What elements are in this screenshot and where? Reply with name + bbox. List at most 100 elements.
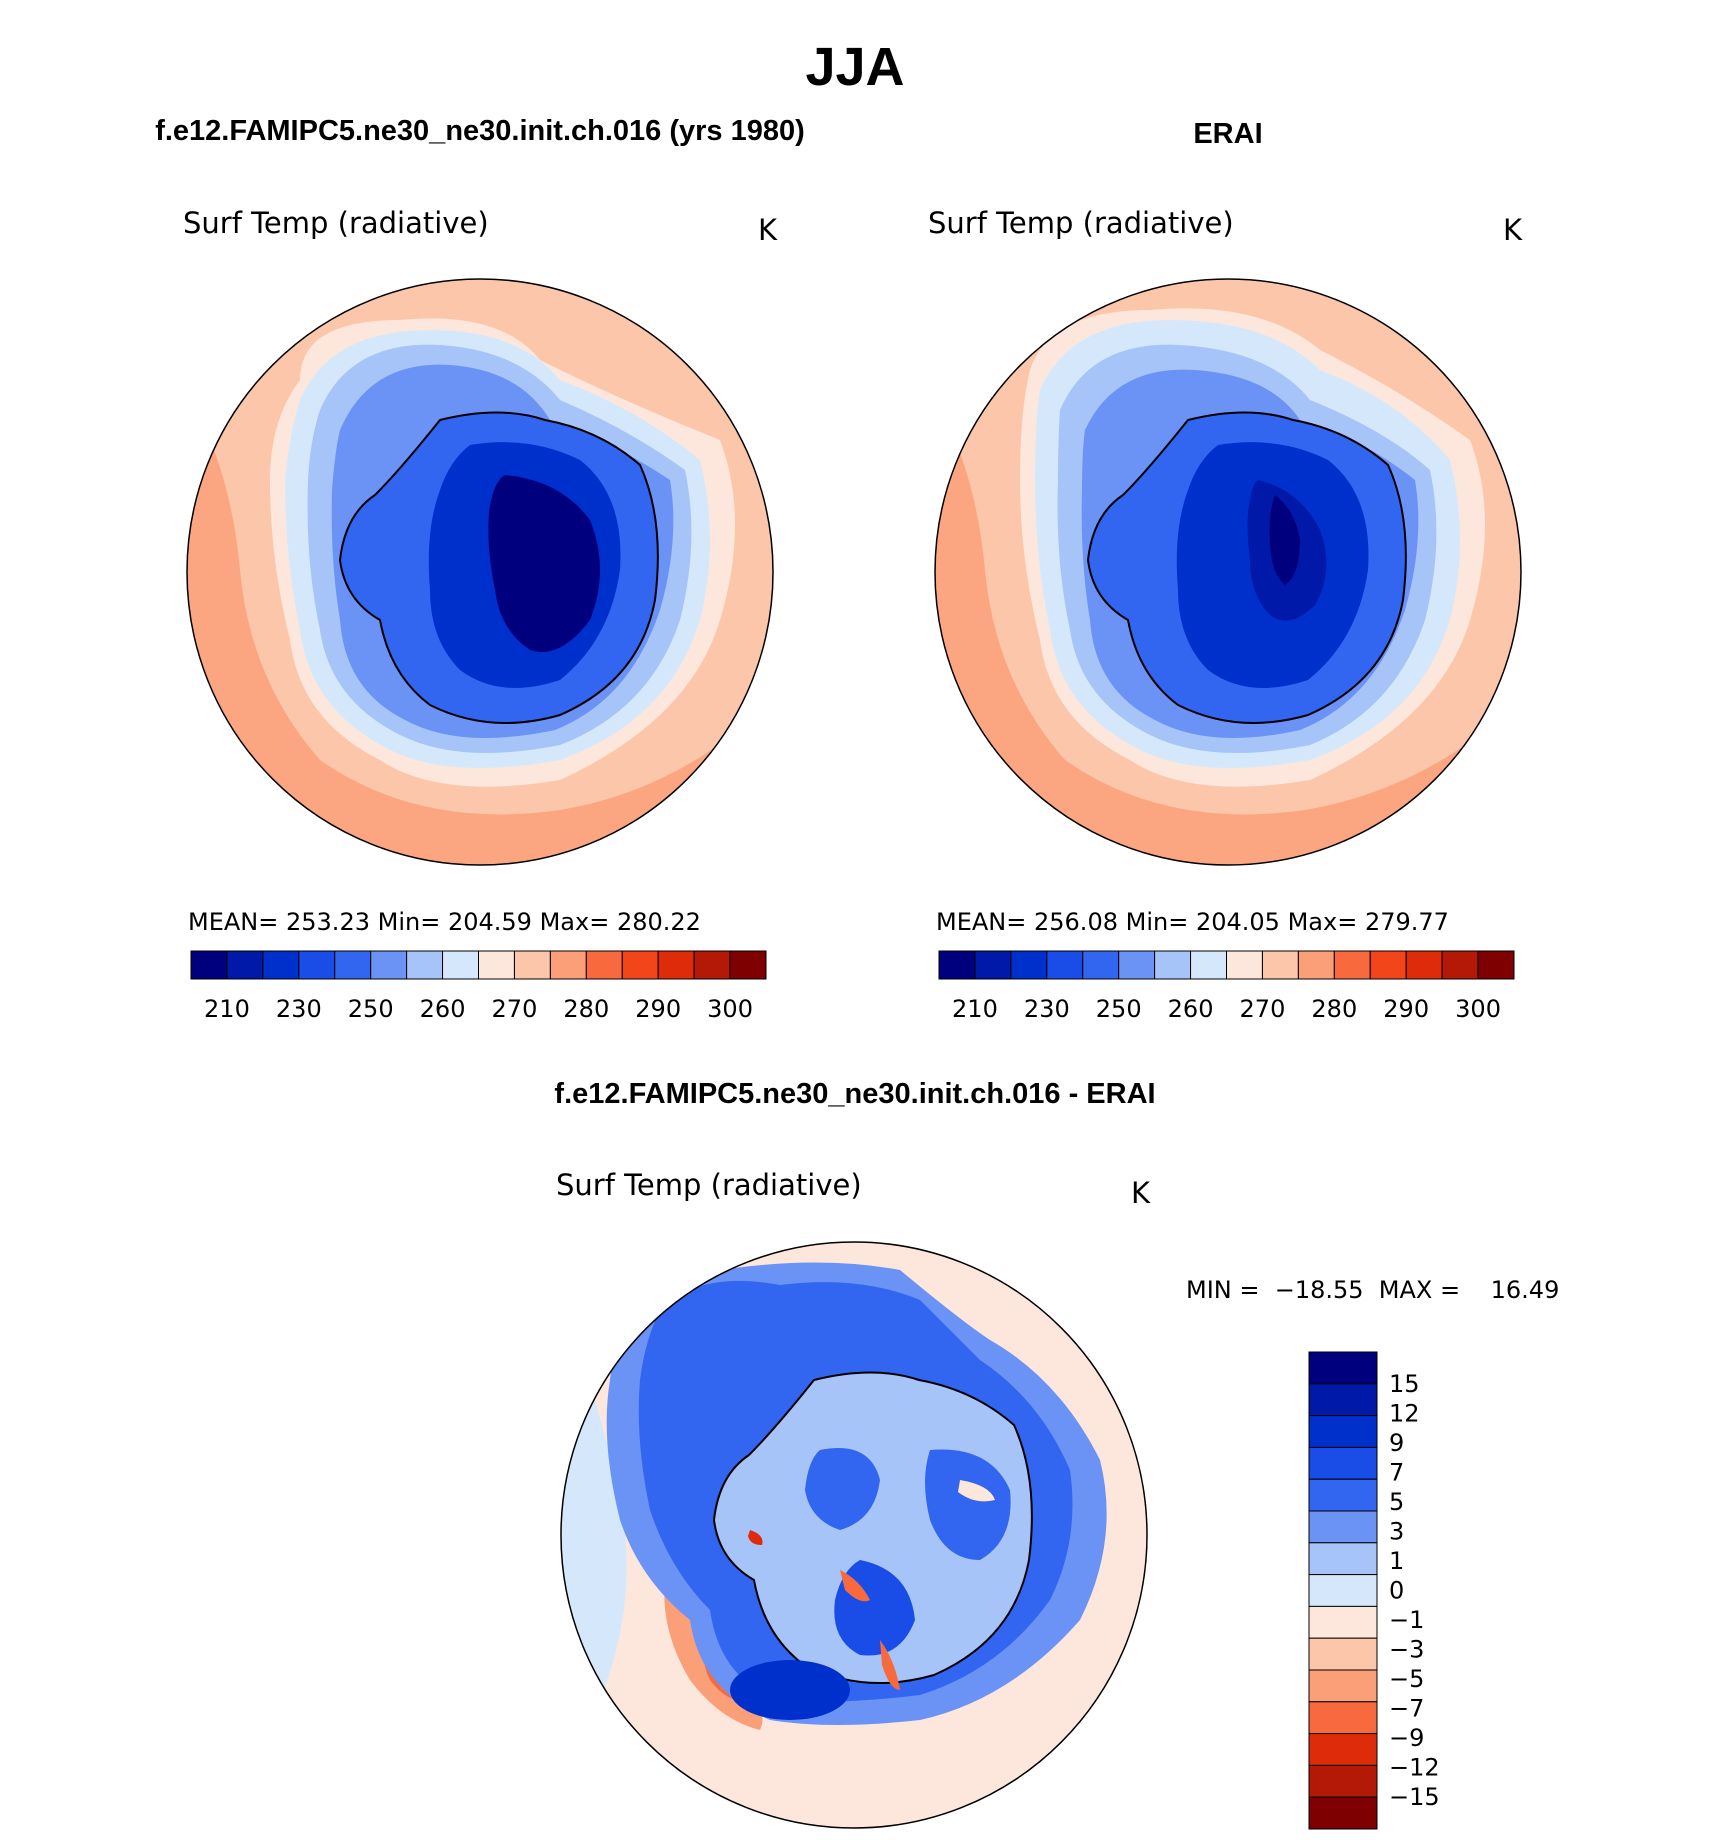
model-colorbar-tick-label: 260 (420, 995, 466, 1023)
obs-colorbar-swatch (1082, 950, 1120, 980)
model-colorbar-swatch (478, 950, 515, 980)
model-colorbar-swatch (513, 950, 551, 980)
diff-colorbar-tick-label: −5 (1389, 1665, 1424, 1693)
diff-colorbar-tick-label: −7 (1389, 1695, 1424, 1723)
model-map-frame (186, 278, 774, 866)
model-colorbar-tick-label: 300 (707, 995, 753, 1023)
model-colorbar-swatch (729, 950, 767, 980)
obs-colorbar-swatch (938, 950, 976, 980)
model-colorbar-swatch (262, 950, 300, 980)
model-colorbar-tick-label: 230 (276, 995, 322, 1023)
obs-colorbar-swatch (1441, 950, 1479, 980)
diff-colorbar-swatch (1308, 1415, 1378, 1448)
diff-colorbar-swatch (1308, 1796, 1378, 1830)
model-colorbar: 210 230 250 260 270 280 290 300 (190, 950, 767, 1023)
diff-colorbar-tick-label: 12 (1389, 1399, 1420, 1427)
model-colorbar-swatch (370, 950, 408, 980)
diff-interior-cold-2 (925, 1449, 1011, 1560)
diff-colorbar-tick-label: 7 (1389, 1458, 1404, 1486)
diff-colorbar-tick-label: 9 (1389, 1429, 1404, 1457)
diff-sw-cold-blob (730, 1660, 850, 1720)
diff-colorbar-swatch (1308, 1446, 1378, 1480)
diff-colorbar-tick-label: 0 (1389, 1577, 1404, 1605)
obs-colorbar-tick-label: 300 (1455, 995, 1501, 1023)
obs-stats: MEAN= 256.08 Min= 204.05 Max= 279.77 (936, 908, 1449, 936)
diff-colorbar-swatch (1308, 1605, 1378, 1639)
model-colorbar-tick-label: 210 (204, 995, 250, 1023)
diff-colorbar-swatch (1308, 1574, 1378, 1607)
model-units-label: K (758, 213, 778, 247)
obs-colorbar-swatch (1190, 950, 1227, 980)
obs-units-label: K (1503, 213, 1523, 247)
diff-colorbar-tick-label: 5 (1389, 1488, 1404, 1516)
obs-map-frame (934, 278, 1522, 866)
model-colorbar-swatch (549, 950, 587, 980)
model-colorbar-swatch (693, 950, 731, 980)
obs-colorbar-swatch (1297, 950, 1335, 980)
diff-units-label: K (1131, 1176, 1151, 1210)
diff-warm-streak-2 (880, 1640, 900, 1690)
diff-colorbar-swatch (1308, 1764, 1378, 1798)
diff-colorbar-swatch (1308, 1383, 1378, 1417)
obs-colorbar-swatch (974, 950, 1012, 980)
diff-neutral-streak-1 (958, 1480, 995, 1502)
diff-colorbar-swatch (1308, 1637, 1378, 1671)
model-colorbar-swatch (657, 950, 695, 980)
obs-colorbar-swatch (1010, 950, 1048, 980)
diff-colorbar-tick-label: 15 (1389, 1370, 1420, 1398)
model-colorbar-swatch (621, 950, 659, 980)
diff-interior-cold-1 (805, 1448, 880, 1530)
model-variable-label: Surf Temp (radiative) (183, 206, 489, 240)
diff-warm-streak-1 (840, 1570, 870, 1602)
obs-colorbar-tick-label: 250 (1096, 995, 1142, 1023)
obs-colorbar-swatch (1226, 950, 1263, 980)
model-colorbar-tick-label: 290 (635, 995, 681, 1023)
diff-colorbar-swatch (1308, 1733, 1378, 1766)
obs-colorbar-tick-label: 280 (1311, 995, 1357, 1023)
model-antarctica-core (488, 475, 600, 652)
diff-colorbar-tick-label: −15 (1389, 1783, 1440, 1811)
model-map: Surf Temp (radiative) K (183, 206, 778, 866)
model-colorbar-tick-label: 270 (492, 995, 538, 1023)
obs-colorbar-swatch (1118, 950, 1156, 980)
diff-map-frame (560, 1241, 1148, 1829)
diff-warm-streak-3 (748, 1530, 763, 1545)
diff-colorbar-swatch (1308, 1542, 1378, 1576)
model-colorbar-swatch (585, 950, 623, 980)
obs-colorbar-tick-label: 290 (1383, 995, 1429, 1023)
diff-minmax-label: MIN = −18.55 MAX = 16.49 (1186, 1276, 1559, 1304)
diff-colorbar-tick-label: −12 (1389, 1754, 1440, 1782)
obs-colorbar-swatch (1154, 950, 1192, 980)
diff-colorbar-swatch (1308, 1510, 1378, 1544)
model-colorbar-swatch (226, 950, 264, 980)
model-colorbar-tick-label: 280 (563, 995, 609, 1023)
diff-map: Surf Temp (radiative) K (556, 1168, 1151, 1829)
season-title: JJA (805, 37, 904, 97)
obs-colorbar-tick-label: 260 (1168, 995, 1214, 1023)
model-colorbar-swatch (334, 950, 372, 980)
model-colorbar-swatch (298, 950, 336, 980)
diff-colorbar-swatch (1308, 1351, 1378, 1385)
model-panel-header: f.e12.FAMIPC5.ne30_ne30.init.ch.016 (yrs… (155, 115, 805, 147)
diff-variable-label: Surf Temp (radiative) (556, 1168, 862, 1202)
obs-panel-header: ERAI (1193, 118, 1262, 150)
obs-colorbar-swatch (1333, 950, 1371, 980)
diff-colorbar-swatch (1308, 1701, 1378, 1735)
model-colorbar-swatch (442, 950, 479, 980)
diff-colorbar-tick-label: −1 (1389, 1606, 1424, 1634)
diff-colorbar-tick-label: 3 (1389, 1517, 1404, 1545)
diff-colorbar-swatch (1308, 1478, 1378, 1512)
diff-colorbar-tick-label: −3 (1389, 1636, 1424, 1664)
diff-colorbar-tick-label: 1 (1389, 1547, 1404, 1575)
obs-colorbar-swatch (1405, 950, 1443, 980)
diff-colorbar-tick-label: −9 (1389, 1724, 1424, 1752)
obs-colorbar: 210 230 250 260 270 280 290 300 (938, 950, 1515, 1023)
diff-panel-header: f.e12.FAMIPC5.ne30_ne30.init.ch.016 - ER… (554, 1078, 1155, 1110)
obs-colorbar-swatch (1369, 950, 1407, 980)
obs-map: Surf Temp (radiative) K (928, 206, 1523, 866)
obs-variable-label: Surf Temp (radiative) (928, 206, 1234, 240)
obs-colorbar-tick-label: 210 (952, 995, 998, 1023)
obs-colorbar-swatch (1477, 950, 1515, 980)
